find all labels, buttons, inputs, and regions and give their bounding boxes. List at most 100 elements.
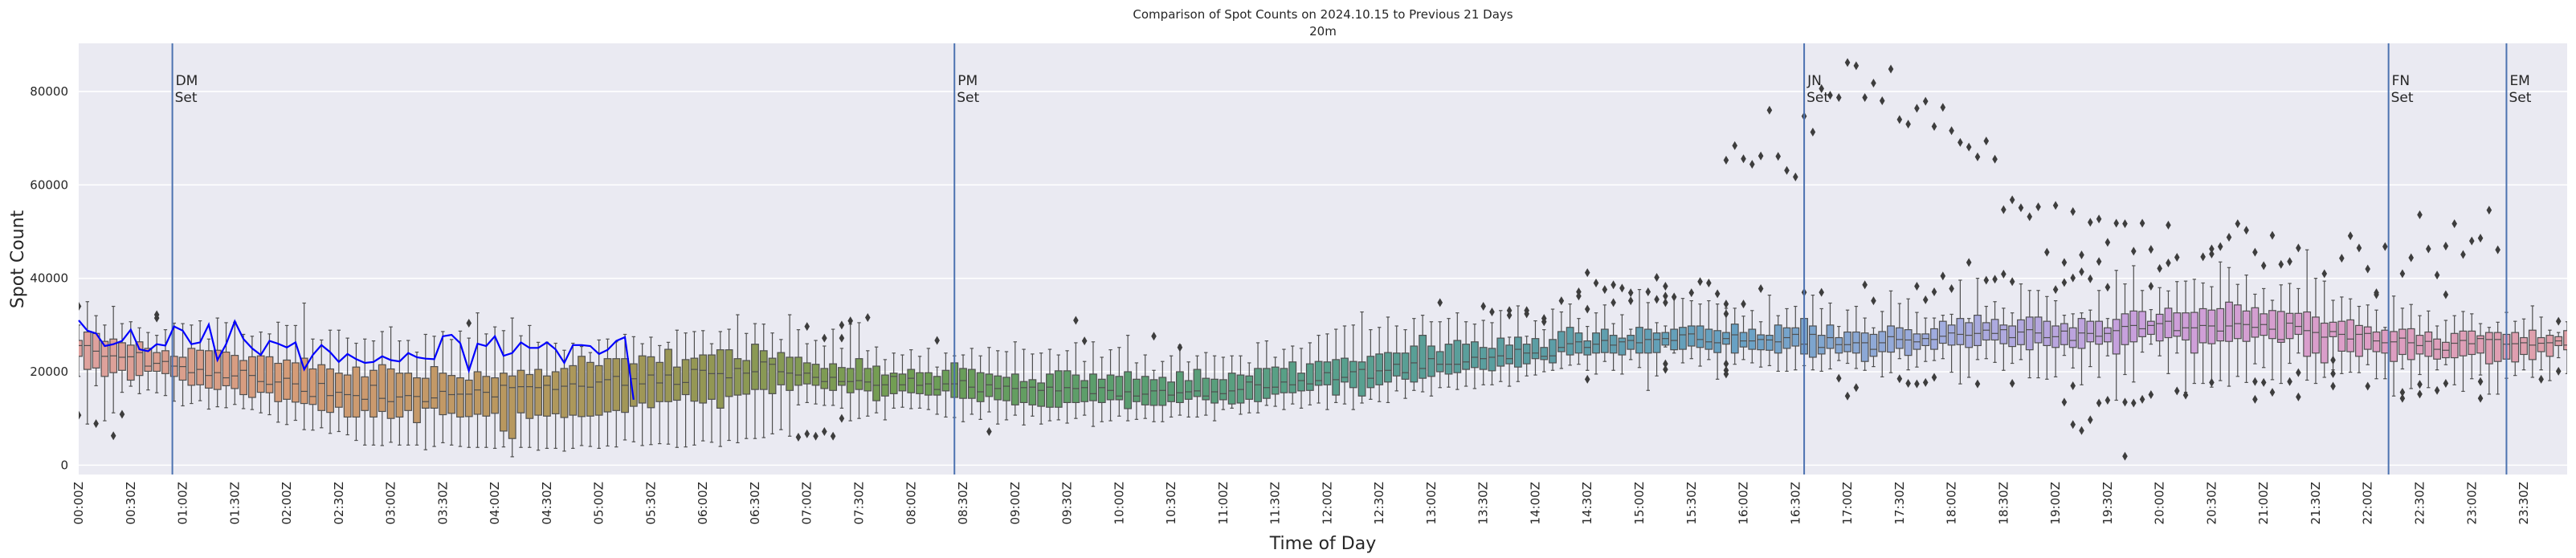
box-275 <box>2459 311 2468 393</box>
outlier-13 <box>822 426 827 436</box>
outlier-48 <box>1645 287 1651 297</box>
box-iqr <box>153 352 161 373</box>
outlier-87 <box>1888 64 1894 74</box>
box-iqr <box>2242 310 2251 342</box>
box-185 <box>1679 298 1687 364</box>
outlier-145 <box>2009 379 2015 389</box>
box-60 <box>594 339 603 450</box>
box-256 <box>2294 287 2303 354</box>
box-209 <box>1887 290 1895 373</box>
box-iqr <box>794 356 802 386</box>
outlier-57 <box>1688 288 1695 298</box>
outlier-124 <box>2088 415 2093 425</box>
outlier-173 <box>2226 232 2232 242</box>
box-110 <box>1028 353 1037 417</box>
box-24 <box>283 324 291 426</box>
box-149 <box>1366 329 1375 400</box>
box-iqr <box>2484 332 2493 365</box>
box-249 <box>2233 283 2242 377</box>
box-iqr <box>1652 332 1661 353</box>
box-iqr <box>1046 373 1054 408</box>
outlier-129 <box>2104 395 2111 405</box>
box-239 <box>2146 309 2155 345</box>
box-iqr <box>1531 338 1540 360</box>
box-iqr <box>2329 321 2337 337</box>
outlier-50 <box>1654 295 1659 304</box>
box-73 <box>708 343 716 443</box>
outlier-153 <box>1940 271 1946 281</box>
box-iqr <box>569 365 578 416</box>
box-iqr <box>1323 361 1332 385</box>
outlier-38 <box>1584 268 1590 278</box>
outlier-161 <box>2070 273 2076 283</box>
box-iqr <box>681 359 690 396</box>
outlier-81 <box>1835 92 1842 102</box>
box-106 <box>994 350 1002 425</box>
box-iqr <box>1037 382 1046 407</box>
x-tick-label: 00:00Z <box>71 482 86 525</box>
outlier-174 <box>2235 219 2241 229</box>
box-181 <box>1643 302 1652 391</box>
box-iqr <box>1990 319 1999 341</box>
box-iqr <box>1124 371 1133 409</box>
x-tick-label: 15:00Z <box>1632 482 1647 525</box>
outlier-119 <box>2174 252 2180 262</box>
outlier-170 <box>2209 249 2215 259</box>
outlier-162 <box>2079 267 2084 276</box>
outlier-165 <box>2104 283 2111 292</box>
box-iqr <box>2372 331 2381 352</box>
outlier-27 <box>1480 302 1486 312</box>
y-tick-label: 0 <box>60 458 68 472</box>
outlier-91 <box>1922 96 1929 106</box>
box-iqr <box>508 375 516 439</box>
outlier-150 <box>1914 282 1920 291</box>
box-271 <box>2424 310 2433 389</box>
box-112 <box>1046 348 1054 422</box>
outlier-171 <box>2209 377 2215 387</box>
box-iqr <box>1540 347 1549 360</box>
box-iqr <box>708 354 716 400</box>
box-135 <box>1245 362 1254 413</box>
box-iqr <box>144 348 153 373</box>
box-iqr <box>2233 304 2242 340</box>
outlier-217 <box>2477 234 2484 243</box>
box-221 <box>1990 301 1999 363</box>
box-279 <box>2493 321 2502 395</box>
x-tick-label: 02:00Z <box>280 482 294 525</box>
outlier-92 <box>1931 122 1937 132</box>
x-tick-labels: 00:00Z 00:30Z 01:00Z 01:30Z 02:00Z 02:30Z 03:0… <box>71 482 2531 525</box>
box-iqr <box>222 351 231 387</box>
box-iqr <box>1488 348 1496 372</box>
outlier-213 <box>2443 379 2449 389</box>
box-iqr <box>1895 327 1904 349</box>
box-iqr <box>863 368 872 392</box>
box-164 <box>1496 310 1505 382</box>
box-55 <box>551 342 560 450</box>
box-iqr <box>2095 320 2104 345</box>
box-iqr <box>1887 325 1895 353</box>
box-210 <box>1895 303 1904 360</box>
outlier-159 <box>2052 285 2059 295</box>
outlier-82 <box>1844 58 1851 67</box>
outlier-128 <box>2096 398 2102 408</box>
box-120 <box>1115 347 1124 417</box>
box-iqr <box>786 356 794 391</box>
box-240 <box>2155 287 2164 356</box>
outlier-65 <box>1723 369 1729 379</box>
outlier-224 <box>2555 366 2562 376</box>
outlier-78 <box>1810 128 1816 137</box>
box-86 <box>820 345 829 406</box>
box-iqr <box>386 368 395 419</box>
box-iqr <box>1063 370 1072 404</box>
box-iqr <box>326 368 334 413</box>
box-iqr <box>187 348 196 386</box>
box-iqr <box>716 349 725 409</box>
box-iqr <box>1054 370 1063 408</box>
box-iqr <box>1141 376 1149 405</box>
outlier-72 <box>1757 151 1764 161</box>
outlier-28 <box>1489 308 1495 317</box>
x-tick-label: 10:30Z <box>1164 482 1178 525</box>
box-iqr <box>534 369 543 416</box>
box-30 <box>334 329 343 433</box>
outlier-202 <box>2399 388 2406 397</box>
